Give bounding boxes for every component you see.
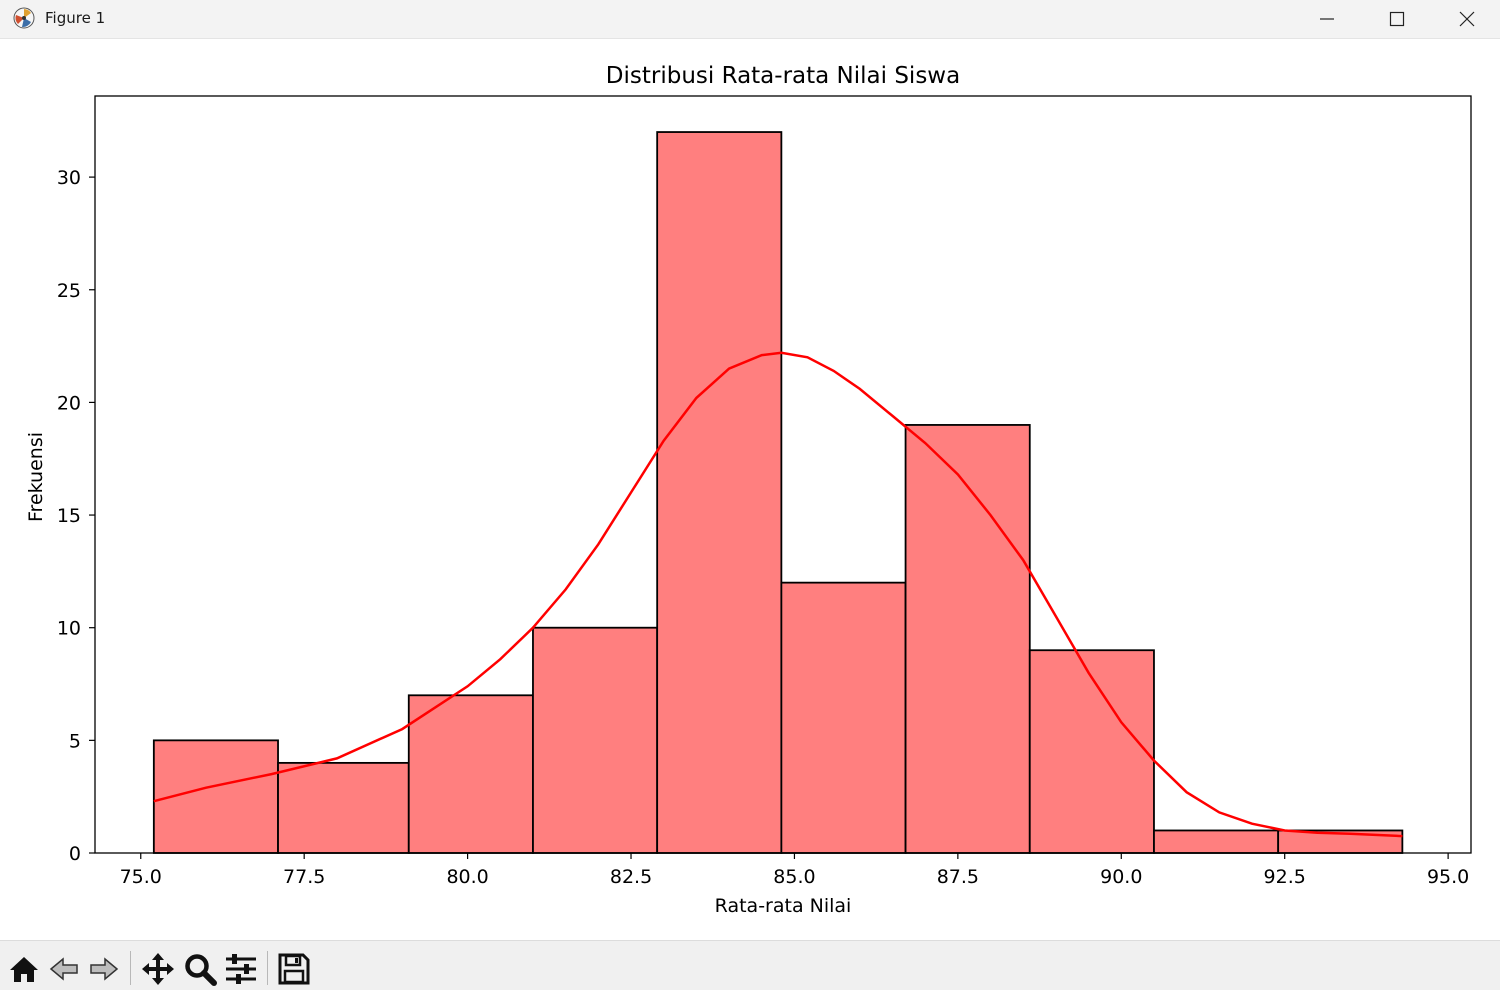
- x-axis-ticks: 75.0 77.5 80.0 82.5 85.0 87.5 90.0 92.5 95.0: [120, 853, 1469, 888]
- histogram-bar-4: [532, 626, 659, 854]
- minimize-icon: [1320, 18, 1334, 20]
- histogram-bar-2: [277, 761, 410, 854]
- configure-subplots-button[interactable]: [223, 951, 259, 987]
- y-axis-ticks: 0 5 10 15 20 25 30: [57, 167, 95, 865]
- y-tick-label: 10: [57, 618, 81, 640]
- histogram-bar-5: [656, 131, 783, 854]
- maximize-icon: [1389, 11, 1405, 27]
- save-button[interactable]: [276, 951, 312, 987]
- histogram-bar-6: [780, 581, 907, 854]
- histogram-bar-9: [1153, 829, 1280, 854]
- zoom-button[interactable]: [182, 951, 218, 987]
- window-titlebar: Figure 1: [0, 0, 1500, 39]
- x-tick-label: 85.0: [773, 866, 815, 888]
- pan-icon: [142, 953, 174, 985]
- y-tick-label: 15: [57, 505, 81, 527]
- x-axis-label: Rata-rata Nilai: [715, 895, 852, 917]
- histogram-bars: [152, 131, 1404, 854]
- forward-button[interactable]: [86, 951, 122, 987]
- y-tick-label: 30: [57, 167, 81, 189]
- toolbar-separator: [267, 951, 268, 985]
- zoom-icon: [185, 954, 217, 986]
- y-tick-label: 25: [57, 280, 81, 302]
- forward-arrow-icon: [90, 957, 119, 981]
- configure-subplots-icon: [226, 954, 256, 984]
- close-button[interactable]: [1432, 0, 1500, 38]
- back-arrow-icon: [49, 957, 78, 981]
- home-icon: [10, 957, 38, 982]
- x-tick-label: 87.5: [937, 866, 979, 888]
- histogram-chart: Distribusi Rata-rata Nilai Siswa 75.0 77.…: [25, 63, 1472, 917]
- x-tick-label: 95.0: [1427, 866, 1469, 888]
- x-tick-label: 75.0: [120, 866, 162, 888]
- histogram-bar-3: [407, 694, 534, 854]
- axes-frame: [94, 95, 1472, 854]
- close-icon: [1459, 11, 1475, 27]
- maximize-button[interactable]: [1362, 0, 1432, 38]
- x-tick-label: 92.5: [1264, 866, 1306, 888]
- x-tick-label: 82.5: [610, 866, 652, 888]
- y-tick-label: 20: [57, 392, 81, 414]
- kde-curve: [153, 351, 1403, 838]
- matplotlib-logo-icon: [13, 7, 35, 29]
- histogram-bar-7: [904, 424, 1031, 854]
- minimize-button[interactable]: [1292, 0, 1362, 38]
- figure-canvas: Distribusi Rata-rata Nilai Siswa 75.0 77.…: [0, 39, 1500, 940]
- x-tick-label: 80.0: [446, 866, 488, 888]
- home-button[interactable]: [6, 951, 42, 987]
- window-title: Figure 1: [45, 9, 106, 27]
- pan-button[interactable]: [140, 951, 176, 987]
- y-axis-label: Frekuensi: [25, 432, 47, 522]
- histogram-bar-8: [1028, 649, 1155, 854]
- x-tick-label: 90.0: [1100, 866, 1142, 888]
- chart-title: Distribusi Rata-rata Nilai Siswa: [606, 63, 960, 89]
- back-button[interactable]: [46, 951, 82, 987]
- y-tick-label: 5: [69, 730, 81, 752]
- toolbar-separator: [130, 951, 131, 985]
- y-tick-label: 0: [69, 843, 81, 865]
- navigation-toolbar: [0, 940, 1500, 990]
- save-icon: [278, 953, 310, 985]
- x-tick-label: 77.5: [283, 866, 325, 888]
